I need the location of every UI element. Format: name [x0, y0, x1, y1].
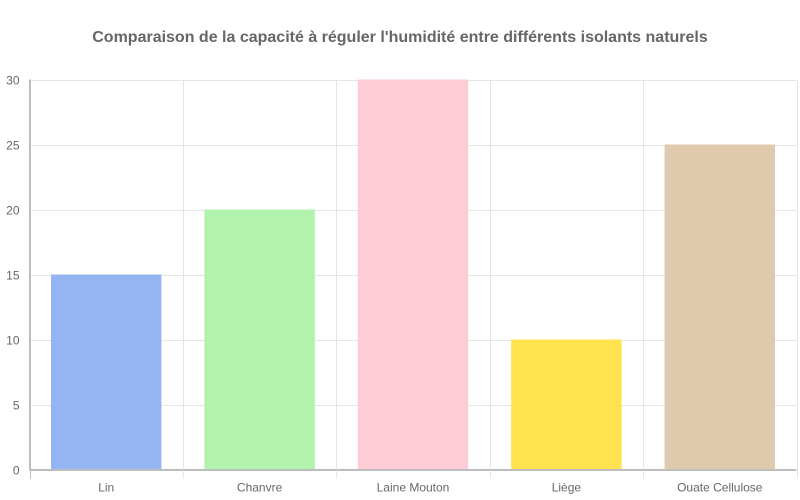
- y-tick-label: 15: [6, 269, 20, 283]
- x-tick-label: Lin: [98, 481, 114, 495]
- x-tick-label: Chanvre: [237, 481, 283, 495]
- y-tick-label: 10: [6, 334, 20, 348]
- chart-title: Comparaison de la capacité à réguler l'h…: [92, 29, 708, 46]
- y-tick-label: 20: [6, 204, 20, 218]
- bar-ouate-cellulose: [664, 144, 776, 470]
- x-tick-label: Ouate Cellulose: [677, 481, 763, 495]
- x-tick-label: Laine Mouton: [377, 481, 450, 495]
- bar-lin: [50, 274, 162, 470]
- y-tick-label: 25: [6, 139, 20, 153]
- y-tick-label: 30: [6, 74, 20, 88]
- y-tick-label: 0: [13, 464, 20, 478]
- x-tick-label: Liège: [552, 481, 582, 495]
- bar-chanvre: [204, 209, 315, 470]
- y-tick-label: 5: [13, 399, 20, 413]
- bar-laine-mouton: [357, 79, 469, 470]
- bars: [50, 79, 776, 470]
- tick-labels: 0 5 10 15 20 25 30 Lin Chanvre Laine Mouton Liège O…: [6, 74, 763, 495]
- axes: [29, 79, 797, 470]
- bar-li-ge: [511, 339, 622, 470]
